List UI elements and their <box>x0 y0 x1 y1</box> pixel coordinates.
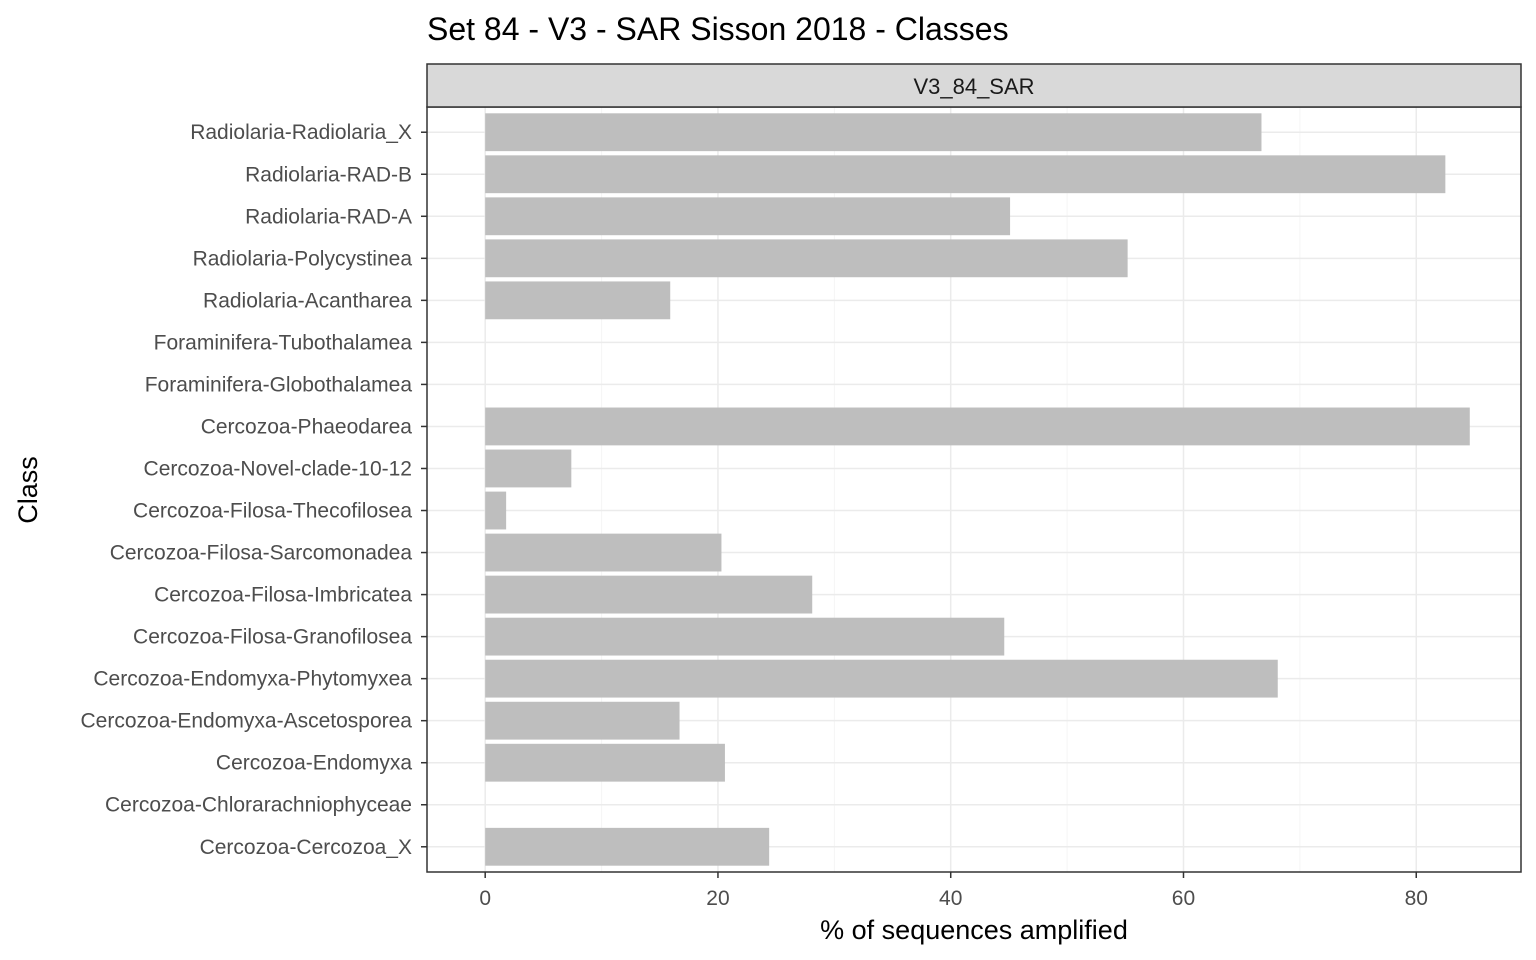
x-tick-label: 20 <box>706 887 729 910</box>
bar <box>485 575 813 614</box>
y-tick-label: Radiolaria-Polycystinea <box>193 247 413 270</box>
bar <box>485 659 1278 698</box>
bar <box>485 617 1005 656</box>
bar <box>485 533 722 572</box>
y-tick-label: Cercozoa-Endomyxa-Ascetosporea <box>81 710 413 733</box>
y-tick-label: Cercozoa-Endomyxa-Phytomyxea <box>93 668 412 691</box>
x-tick-label: 60 <box>1172 887 1195 910</box>
y-tick-label: Foraminifera-Globothalamea <box>145 373 413 396</box>
facet-strip: V3_84_SAR <box>426 63 1522 108</box>
y-tick-label: Cercozoa-Filosa-Granofilosea <box>133 626 412 649</box>
y-axis-title: Class <box>13 456 43 524</box>
bar <box>485 491 507 530</box>
bar <box>485 827 770 866</box>
y-axis: Radiolaria-Radiolaria_X Radiolaria-RAD-B R… <box>81 121 427 859</box>
plot-panel <box>426 106 1522 873</box>
x-tick-label: 40 <box>939 887 962 910</box>
bar <box>485 239 1128 278</box>
y-tick-label: Cercozoa-Filosa-Sarcomonadea <box>110 542 413 565</box>
bar <box>485 743 725 782</box>
bar <box>485 701 680 740</box>
y-tick-label: Cercozoa-Chlorarachniophyceae <box>105 794 412 817</box>
x-tick-label: 0 <box>479 887 491 910</box>
facet-strip-label: V3_84_SAR <box>913 74 1034 99</box>
y-tick-label: Radiolaria-RAD-B <box>245 163 412 186</box>
bar <box>485 155 1446 194</box>
y-tick-label: Radiolaria-Acantharea <box>203 289 412 312</box>
y-tick-label: Radiolaria-RAD-A <box>245 205 412 228</box>
y-tick-label: Foraminifera-Tubothalamea <box>154 331 413 354</box>
bars <box>485 113 1470 866</box>
y-tick-label: Cercozoa-Cercozoa_X <box>200 836 412 859</box>
x-axis-title: % of sequences amplified <box>820 915 1128 945</box>
y-tick-label: Cercozoa-Endomyxa <box>216 752 412 775</box>
y-tick-label: Cercozoa-Phaeodarea <box>201 415 413 438</box>
bar <box>485 449 572 488</box>
y-tick-label: Cercozoa-Novel-clade-10-12 <box>144 457 412 480</box>
y-tick-label: Cercozoa-Filosa-Imbricatea <box>154 584 412 607</box>
bar <box>485 197 1011 236</box>
bar <box>485 281 671 320</box>
x-tick-label: 80 <box>1405 887 1428 910</box>
chart-title: Set 84 - V3 - SAR Sisson 2018 - Classes <box>427 11 1009 47</box>
x-axis: 0 20 40 60 80 <box>479 872 1428 910</box>
y-tick-label: Radiolaria-Radiolaria_X <box>190 121 412 144</box>
bar <box>485 113 1262 152</box>
facet-strip-background <box>426 63 1522 108</box>
y-tick-label: Cercozoa-Filosa-Thecofilosea <box>133 500 412 523</box>
bar <box>485 407 1470 446</box>
